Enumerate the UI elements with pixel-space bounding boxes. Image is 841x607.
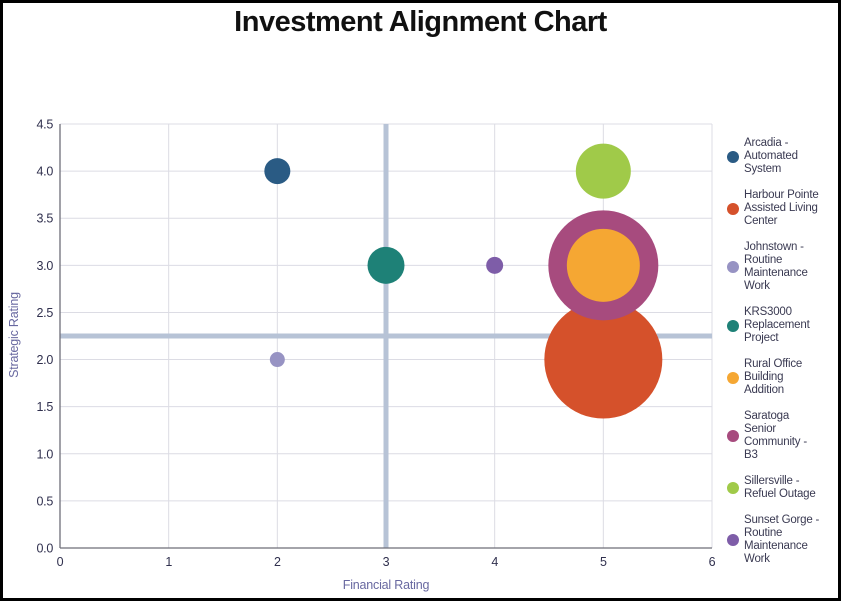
legend-item[interactable]: Sunset Gorge - Routine Maintenance Work bbox=[727, 514, 839, 566]
y-tick-label: 1.5 bbox=[37, 400, 54, 414]
y-tick-label: 4.0 bbox=[37, 165, 54, 179]
legend-swatch-icon bbox=[727, 371, 739, 384]
y-tick-label: 4.5 bbox=[37, 118, 54, 132]
legend: Arcadia - Automated System Harbour Pointe… bbox=[727, 137, 839, 579]
legend-item[interactable]: Harbour Pointe Assisted Living Center bbox=[727, 189, 839, 228]
x-tick-label: 4 bbox=[491, 555, 498, 569]
legend-label: Rural Office Building Addition bbox=[744, 358, 803, 396]
y-tick-label: 2.0 bbox=[37, 353, 54, 367]
x-tick-label: 0 bbox=[57, 555, 64, 569]
y-tick-label: 0.5 bbox=[37, 494, 54, 508]
legend-swatch-icon bbox=[727, 150, 739, 163]
bubble-harbour-pointe-assisted-living-center[interactable] bbox=[544, 300, 663, 419]
legend-item[interactable]: Johnstown - Routine Maintenance Work bbox=[727, 241, 839, 293]
bubble-sillersville-refuel-outage[interactable] bbox=[575, 143, 631, 199]
y-axis-title: Strategic Rating bbox=[7, 292, 21, 378]
legend-label: Harbour Pointe Assisted Living Center bbox=[744, 189, 819, 227]
bubble-krs3000-replacement-project[interactable] bbox=[367, 246, 405, 284]
y-tick-label: 0.0 bbox=[37, 542, 54, 556]
y-tick-label: 1.0 bbox=[37, 447, 54, 461]
bubble-johnstown-routine-maintenance-work[interactable] bbox=[269, 352, 285, 368]
bubble-arcadia-automated-system[interactable] bbox=[264, 158, 291, 185]
legend-swatch-icon bbox=[727, 534, 739, 546]
legend-label: Johnstown - Routine Maintenance Work bbox=[744, 241, 808, 292]
legend-swatch-icon bbox=[727, 202, 739, 215]
legend-item[interactable]: Saratoga Senior Community - B3 bbox=[727, 410, 839, 462]
legend-label: Sillersville - Refuel Outage bbox=[744, 475, 816, 500]
legend-swatch-icon bbox=[727, 261, 739, 273]
x-axis-title: Financial Rating bbox=[342, 578, 430, 592]
legend-swatch-icon bbox=[727, 430, 739, 442]
chart-title: Investment Alignment Chart bbox=[234, 6, 607, 38]
y-tick-label: 3.0 bbox=[37, 259, 54, 273]
legend-label: Arcadia - Automated System bbox=[744, 137, 798, 175]
x-tick-label: 2 bbox=[274, 555, 281, 569]
legend-label: Saratoga Senior Community - B3 bbox=[744, 410, 807, 461]
legend-label: Sunset Gorge - Routine Maintenance Work bbox=[744, 514, 820, 565]
legend-item[interactable]: Arcadia - Automated System bbox=[727, 137, 839, 176]
x-tick-label: 6 bbox=[709, 555, 716, 569]
y-tick-label: 3.5 bbox=[37, 212, 54, 226]
legend-item[interactable]: KRS3000 Replacement Project bbox=[727, 306, 839, 345]
legend-item[interactable]: Sillersville - Refuel Outage bbox=[727, 475, 839, 501]
legend-label: KRS3000 Replacement Project bbox=[744, 306, 810, 344]
bubble-rural-office-building-addition[interactable] bbox=[566, 228, 640, 302]
x-tick-label: 1 bbox=[165, 555, 172, 569]
legend-swatch-icon bbox=[727, 319, 739, 332]
legend-swatch-icon bbox=[727, 482, 739, 494]
x-tick-label: 5 bbox=[600, 555, 607, 569]
bubble-sunset-gorge-routine-maintenance-work[interactable] bbox=[486, 256, 504, 274]
x-tick-label: 3 bbox=[383, 555, 390, 569]
legend-item[interactable]: Rural Office Building Addition bbox=[727, 358, 839, 397]
y-tick-label: 2.5 bbox=[37, 306, 54, 320]
